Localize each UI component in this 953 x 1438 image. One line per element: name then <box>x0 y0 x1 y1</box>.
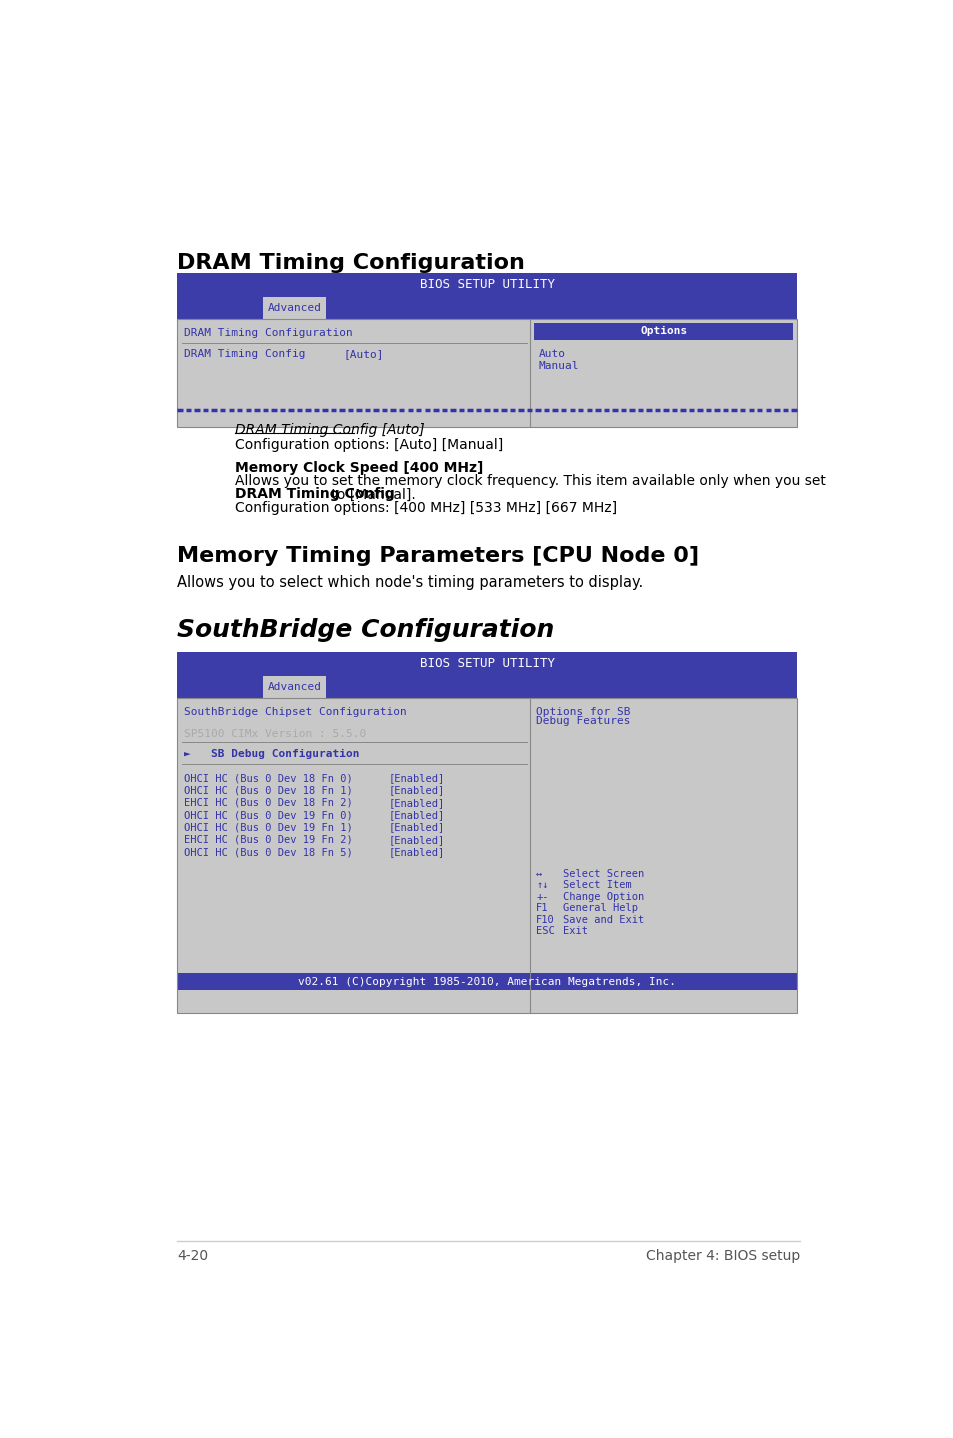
Text: Auto: Auto <box>537 349 565 360</box>
Text: DRAM Timing Config: DRAM Timing Config <box>235 487 395 502</box>
Bar <box>177 319 797 427</box>
Text: ESC: ESC <box>536 926 555 936</box>
Text: [Enabled]: [Enabled] <box>388 823 444 833</box>
Text: Change Option: Change Option <box>562 892 643 902</box>
Bar <box>177 697 797 1014</box>
Bar <box>177 974 797 991</box>
Text: DRAM Timing Configuration: DRAM Timing Configuration <box>183 328 352 338</box>
Text: Save and Exit: Save and Exit <box>562 915 643 925</box>
Text: OHCI HC (Bus 0 Dev 18 Fn 5): OHCI HC (Bus 0 Dev 18 Fn 5) <box>183 847 352 857</box>
Text: BIOS SETUP UTILITY: BIOS SETUP UTILITY <box>419 278 555 290</box>
Text: BIOS SETUP UTILITY: BIOS SETUP UTILITY <box>419 657 555 670</box>
Text: DRAM Timing Config [Auto]: DRAM Timing Config [Auto] <box>235 423 425 437</box>
Text: Exit: Exit <box>562 926 587 936</box>
Text: SouthBridge Chipset Configuration: SouthBridge Chipset Configuration <box>183 707 406 718</box>
Text: [Enabled]: [Enabled] <box>388 785 444 795</box>
Text: SouthBridge Configuration: SouthBridge Configuration <box>177 617 554 641</box>
Text: [Enabled]: [Enabled] <box>388 774 444 784</box>
Text: Configuration options: [Auto] [Manual]: Configuration options: [Auto] [Manual] <box>235 439 503 452</box>
Text: Allows you to select which node's timing parameters to display.: Allows you to select which node's timing… <box>177 575 643 590</box>
Text: [Enabled]: [Enabled] <box>388 835 444 844</box>
Text: ↑↓: ↑↓ <box>536 880 548 890</box>
Text: [Auto]: [Auto] <box>344 349 384 360</box>
Text: EHCI HC (Bus 0 Dev 19 Fn 2): EHCI HC (Bus 0 Dev 19 Fn 2) <box>183 835 352 844</box>
Text: DRAM Timing Config: DRAM Timing Config <box>183 349 305 360</box>
Text: Memory Clock Speed [400 MHz]: Memory Clock Speed [400 MHz] <box>235 462 483 476</box>
Text: 4-20: 4-20 <box>177 1250 209 1263</box>
Text: EHCI HC (Bus 0 Dev 18 Fn 2): EHCI HC (Bus 0 Dev 18 Fn 2) <box>183 798 352 808</box>
Text: OHCI HC (Bus 0 Dev 18 Fn 0): OHCI HC (Bus 0 Dev 18 Fn 0) <box>183 774 352 784</box>
Text: Chapter 4: BIOS setup: Chapter 4: BIOS setup <box>645 1250 800 1263</box>
Text: Allows you to set the memory clock frequency. This item available only when you : Allows you to set the memory clock frequ… <box>235 475 825 489</box>
Bar <box>177 674 797 697</box>
Bar <box>262 676 326 697</box>
Text: [Enabled]: [Enabled] <box>388 798 444 808</box>
Text: [Enabled]: [Enabled] <box>388 847 444 857</box>
Text: F1: F1 <box>536 903 548 913</box>
Text: Options for SB: Options for SB <box>536 707 630 718</box>
Bar <box>177 651 797 674</box>
Text: Manual: Manual <box>537 361 578 371</box>
Text: F10: F10 <box>536 915 555 925</box>
Text: ►   SB Debug Configuration: ► SB Debug Configuration <box>183 749 358 759</box>
Text: OHCI HC (Bus 0 Dev 19 Fn 1): OHCI HC (Bus 0 Dev 19 Fn 1) <box>183 823 352 833</box>
Bar <box>177 273 797 296</box>
Text: to [Manual].: to [Manual]. <box>327 487 416 502</box>
Bar <box>177 319 797 427</box>
Bar <box>177 296 797 319</box>
Text: DRAM Timing Configuration: DRAM Timing Configuration <box>177 253 525 273</box>
Text: SP5100 CIMx Version : 5.5.0: SP5100 CIMx Version : 5.5.0 <box>183 729 365 739</box>
Bar <box>534 322 793 339</box>
Text: Configuration options: [400 MHz] [533 MHz] [667 MHz]: Configuration options: [400 MHz] [533 MH… <box>235 500 617 515</box>
Text: OHCI HC (Bus 0 Dev 19 Fn 0): OHCI HC (Bus 0 Dev 19 Fn 0) <box>183 810 352 820</box>
Text: +-: +- <box>536 892 548 902</box>
Bar <box>262 298 326 319</box>
Bar <box>177 697 797 1014</box>
Text: [Enabled]: [Enabled] <box>388 810 444 820</box>
Text: ↔: ↔ <box>536 869 542 879</box>
Text: Memory Timing Parameters [CPU Node 0]: Memory Timing Parameters [CPU Node 0] <box>177 546 699 567</box>
Text: OHCI HC (Bus 0 Dev 18 Fn 1): OHCI HC (Bus 0 Dev 18 Fn 1) <box>183 785 352 795</box>
Text: v02.61 (C)Copyright 1985-2010, American Megatrends, Inc.: v02.61 (C)Copyright 1985-2010, American … <box>298 976 676 986</box>
Text: Advanced: Advanced <box>267 682 321 692</box>
Text: Select Item: Select Item <box>562 880 631 890</box>
Text: Debug Features: Debug Features <box>536 716 630 726</box>
Text: Select Screen: Select Screen <box>562 869 643 879</box>
Text: Options: Options <box>639 326 686 336</box>
Text: Advanced: Advanced <box>267 303 321 313</box>
Text: General Help: General Help <box>562 903 637 913</box>
